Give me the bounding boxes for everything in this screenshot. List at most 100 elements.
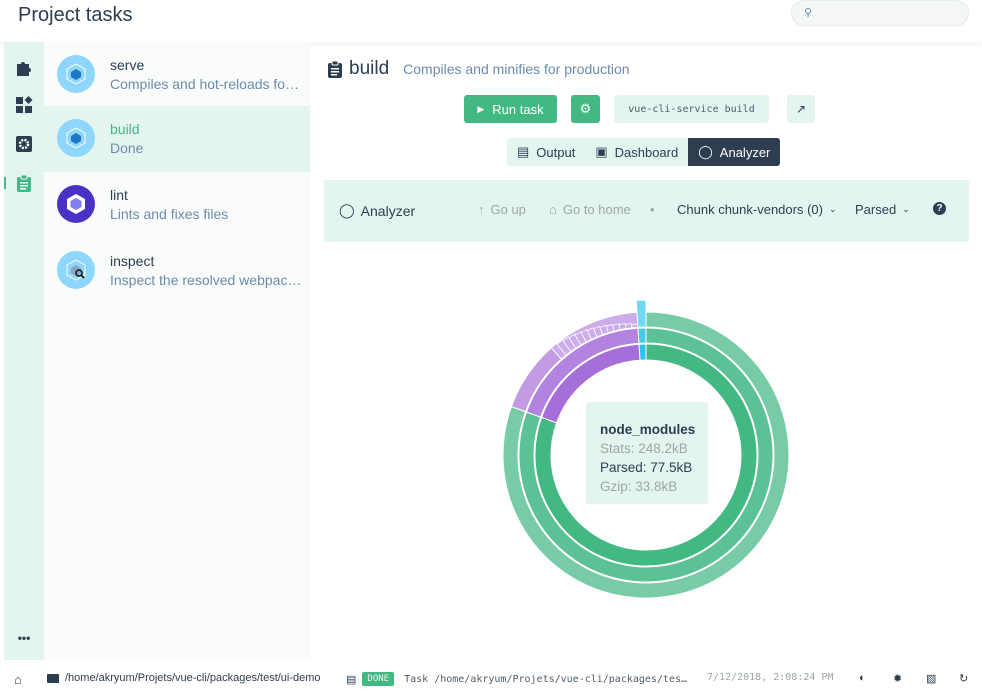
go-up-label: Go up	[490, 202, 526, 217]
tab-dashboard[interactable]: ▣ Dashboard	[585, 138, 688, 166]
tasks-nav-button[interactable]	[13, 172, 35, 194]
webpack-icon	[57, 119, 95, 157]
contrast-icon: ◐	[859, 672, 866, 684]
task-status: Done	[110, 140, 144, 156]
tab-label: Output	[536, 144, 576, 160]
chunk-select-value: Chunk chunk-vendors (0)	[677, 202, 823, 217]
dashboard-icon: ▣	[595, 144, 608, 159]
task-item-build[interactable]: build Done	[44, 106, 310, 172]
help-button[interactable]: ?	[933, 202, 946, 215]
current-folder[interactable]: /home/akryum/Projets/vue-cli/packages/te…	[47, 672, 321, 684]
status-badge: DONE	[362, 672, 395, 686]
task-name: lint	[110, 187, 128, 203]
clipboard-icon	[17, 174, 31, 192]
translate-icon: ▧	[926, 673, 937, 685]
folder-icon	[47, 673, 59, 683]
task-name: inspect	[110, 253, 155, 269]
search-icon: ⚲	[804, 7, 813, 19]
page-header-title: Project tasks	[18, 4, 133, 26]
task-details: build Compiles and minifies for producti…	[310, 42, 982, 660]
task-item-lint[interactable]: lint Lints and fixes files	[44, 172, 310, 238]
size-mode-value: Parsed	[855, 202, 897, 217]
tooltip-name: node_modules	[600, 422, 696, 437]
more-button[interactable]: •••	[17, 631, 31, 645]
task-title: build	[349, 58, 390, 79]
task-description: Lints and fixes files	[110, 206, 229, 222]
page-title: build Compiles and minifies for producti…	[327, 58, 630, 80]
open-external-button[interactable]: ↗	[787, 95, 815, 123]
eslint-icon	[57, 185, 95, 223]
donut-icon: ◯	[698, 144, 713, 159]
bug-icon: ✹	[893, 673, 903, 685]
task-list: serve Compiles and hot-reloads for devel…	[44, 42, 310, 660]
run-task-button[interactable]: ▶ Run task	[464, 95, 557, 123]
last-log-message: Task /home/akryum/Projets/vue-cli/packag…	[404, 673, 688, 685]
home-icon: ⌂	[14, 672, 22, 687]
configuration-nav-button[interactable]	[13, 133, 35, 155]
tab-output[interactable]: ▤ Output	[507, 138, 585, 166]
size-mode-select[interactable]: Parsed ⌄	[855, 202, 910, 217]
monitor-icon: ▤	[517, 144, 530, 159]
sunburst-segment[interactable]	[631, 323, 639, 329]
play-icon: ▶	[477, 103, 485, 114]
home-icon: ⌂	[549, 202, 557, 217]
analyzer-title-label: Analyzer	[360, 202, 416, 219]
go-home-button[interactable]: ⌂ Go to home	[549, 202, 631, 217]
task-description: Inspect the resolved webpack config	[110, 272, 302, 288]
dependencies-nav-button[interactable]	[13, 94, 35, 116]
task-item-serve[interactable]: serve Compiles and hot-reloads for devel…	[44, 42, 310, 108]
view-tabs: ▤ Output ▣ Dashboard ◯ Analyzer	[507, 138, 781, 166]
arrow-up-icon: ↑	[478, 202, 485, 217]
tab-analyzer[interactable]: ◯ Analyzer	[688, 138, 781, 166]
tooltip-stats: Stats: 248.2kB	[600, 441, 688, 456]
dashboard-icon	[16, 96, 33, 113]
refresh-icon: ↻	[959, 673, 969, 685]
analyzer-title: ◯ Analyzer	[339, 202, 415, 219]
log-timestamp: 7/12/2018, 2:08:24 PM	[707, 672, 834, 683]
report-bug-button[interactable]: ✹	[893, 672, 902, 685]
sunburst-segment[interactable]	[502, 311, 790, 599]
sunburst-segment[interactable]	[534, 343, 758, 567]
settings-icon	[16, 136, 32, 152]
sunburst-segment[interactable]	[518, 327, 774, 583]
task-name: build	[110, 121, 140, 137]
chunk-select[interactable]: Chunk chunk-vendors (0) ⌄	[677, 202, 837, 217]
tooltip-gzip: Gzip: 33.8kB	[600, 479, 678, 494]
plugins-nav-button[interactable]	[13, 56, 35, 78]
gear-icon: ⚙	[579, 101, 592, 116]
sunburst-tooltip: node_modules Stats: 248.2kB Parsed: 77.5…	[586, 402, 708, 504]
home-button[interactable]: ⌂	[14, 672, 22, 687]
dark-mode-button[interactable]: ◐	[859, 672, 866, 684]
active-indicator	[4, 177, 6, 189]
task-settings-button[interactable]: ⚙	[571, 95, 600, 123]
chevron-down-icon: ⌄	[902, 204, 910, 214]
command-display: vue-cli-service build	[614, 95, 769, 123]
analyzer-toolbar: ◯ Analyzer ↑ Go up ⌂ Go to home • Chunk chu…	[324, 180, 969, 242]
task-item-inspect[interactable]: inspect Inspect the resolved webpack con…	[44, 238, 310, 304]
header: Project tasks ⚲	[0, 0, 982, 42]
sunburst-segment[interactable]	[624, 323, 633, 330]
run-task-label: Run task	[492, 101, 544, 117]
refresh-button[interactable]: ↻	[959, 672, 968, 685]
go-up-button[interactable]: ↑ Go up	[478, 202, 526, 217]
log-icon: ▤	[346, 673, 357, 686]
sunburst-segment[interactable]	[635, 299, 647, 328]
webpack-inspect-icon	[57, 251, 95, 289]
sunburst-segment[interactable]	[637, 327, 647, 344]
go-home-label: Go to home	[562, 202, 631, 217]
sunburst-segment[interactable]	[638, 343, 647, 361]
tooltip-parsed: Parsed: 77.5kB	[600, 460, 693, 475]
puzzle-icon	[17, 62, 31, 76]
sidebar-nav: •••	[4, 42, 44, 660]
console-log[interactable]: ▤ DONE Task /home/akryum/Projets/vue-cli/p…	[346, 672, 687, 686]
help-icon: ?	[933, 202, 946, 215]
chevron-down-icon: ⌄	[828, 204, 837, 214]
translate-button[interactable]: ▧	[926, 672, 936, 685]
search-input[interactable]: ⚲	[791, 0, 969, 26]
status-bar: ⌂ /home/akryum/Projets/vue-cli/packages/…	[0, 663, 982, 695]
clipboard-icon	[328, 60, 342, 78]
separator: •	[650, 202, 655, 217]
task-name: serve	[110, 57, 145, 73]
cwd-path: /home/akryum/Projets/vue-cli/packages/te…	[65, 672, 321, 684]
donut-icon: ◯	[339, 202, 355, 218]
